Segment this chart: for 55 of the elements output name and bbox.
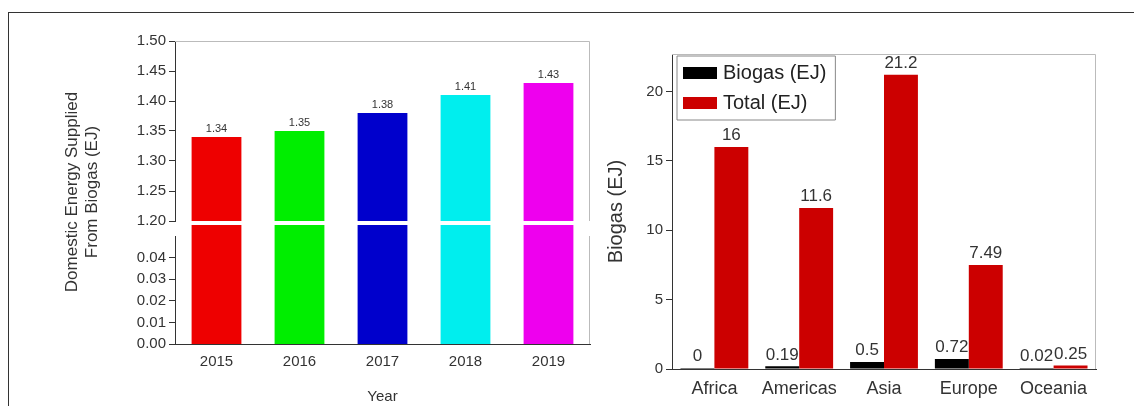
y-axis-title: Domestic Energy Supplied From Biogas (EJ) — [62, 90, 102, 295]
y-tick-label: 0.04 — [136, 247, 166, 265]
data-label: 11.6 — [800, 186, 833, 206]
y-tick-label: 10 — [646, 220, 663, 238]
bar — [1053, 365, 1088, 369]
y-tick-label: 1.20 — [136, 211, 166, 229]
x-tick-label: 2018 — [448, 352, 483, 370]
y-tick-label: 5 — [654, 289, 663, 307]
y-tick-label: 1.35 — [136, 121, 166, 139]
x-tick-label: Europe — [939, 377, 998, 398]
bar — [884, 74, 918, 369]
x-tick-label: 2017 — [365, 352, 400, 370]
bar — [765, 366, 800, 369]
x-tick-label: Americas — [761, 377, 837, 398]
data-label: 1.35 — [288, 115, 311, 128]
y-tick-label: 0.00 — [136, 334, 166, 352]
data-label: 0.25 — [1054, 343, 1088, 363]
y-tick-label: 0.02 — [136, 290, 166, 308]
y-tick-label: 0.03 — [136, 269, 166, 287]
y-tick-label: 1.45 — [136, 61, 166, 79]
x-tick-label: 2016 — [282, 352, 317, 370]
data-label: 7.49 — [969, 243, 1003, 263]
data-label: 16 — [721, 125, 741, 145]
data-label: 1.43 — [537, 67, 560, 80]
y-tick-label: 1.25 — [136, 181, 166, 199]
x-tick-label: 2019 — [531, 352, 566, 370]
data-label: 0.5 — [855, 340, 879, 360]
bar — [850, 362, 884, 369]
data-label: 0 — [692, 346, 703, 366]
data-label: 1.38 — [371, 97, 394, 110]
y-tick-label: 15 — [646, 150, 663, 168]
y-tick-label: 1.40 — [136, 91, 166, 109]
bar — [714, 146, 749, 369]
bar — [799, 208, 834, 369]
y-axis-title: Biogas (EJ) — [603, 159, 626, 264]
y-tick-label: 0 — [654, 359, 663, 377]
bar — [968, 265, 1003, 369]
y-tick-label: 0.01 — [136, 312, 166, 330]
x-tick-label: Asia — [866, 377, 903, 398]
y-tick-label: 1.30 — [136, 151, 166, 169]
x-tick-label: Africa — [691, 377, 739, 398]
x-axis-title: Year — [367, 387, 398, 405]
legend-label: Biogas (EJ) — [723, 60, 827, 83]
y-tick-label: 1.50 — [136, 31, 166, 49]
x-tick-label: 2015 — [199, 352, 234, 370]
data-label: 0.72 — [935, 337, 969, 357]
legend-label: Total (EJ) — [723, 90, 808, 113]
x-tick-label: Oceania — [1020, 377, 1089, 398]
data-label: 0.19 — [765, 344, 799, 364]
data-label: 0.02 — [1020, 346, 1054, 366]
y-tick-label: 20 — [646, 81, 663, 99]
data-label: 1.41 — [454, 79, 477, 92]
bar — [934, 359, 969, 369]
data-label: 21.2 — [884, 53, 918, 72]
data-label: 1.34 — [205, 121, 228, 134]
